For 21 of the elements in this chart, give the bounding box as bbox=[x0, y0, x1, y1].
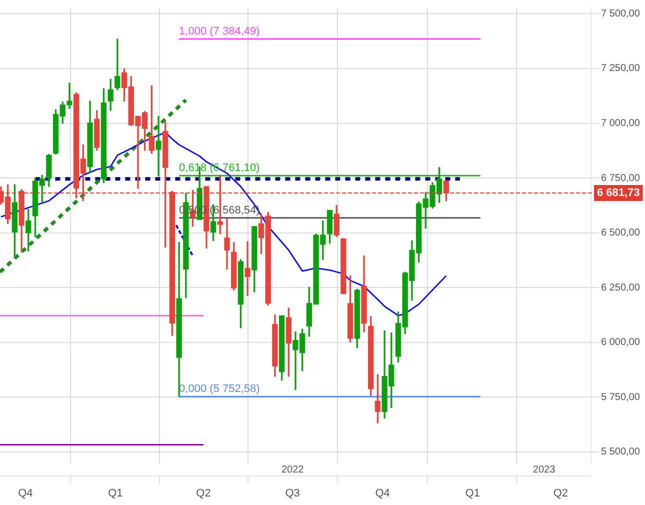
x-tick-label: Q4 bbox=[375, 487, 390, 500]
x2-tick-label: 2022 bbox=[281, 464, 304, 476]
candlestick bbox=[340, 238, 346, 294]
y-tick-label: 5 750,00 bbox=[601, 392, 640, 403]
x-tick-label: Q2 bbox=[196, 487, 211, 500]
y-tick-label: 7 000,00 bbox=[601, 118, 640, 130]
x-tick-label: Q1 bbox=[108, 487, 123, 500]
y-tick-label: 5 500,00 bbox=[601, 446, 640, 458]
y-tick-label: 6 750,00 bbox=[601, 172, 640, 184]
x-tick-label: Q4 bbox=[18, 487, 33, 500]
y-tick-label: 6 000,00 bbox=[601, 337, 640, 348]
y-tick-label: 6 250,00 bbox=[601, 282, 640, 294]
x-tick-label: Q1 bbox=[465, 487, 480, 500]
x2-tick-label: 2023 bbox=[532, 464, 556, 476]
x-tick-label: Q2 bbox=[553, 487, 568, 500]
y-tick-label: 7 500,00 bbox=[601, 8, 640, 20]
x-tick-label: Q3 bbox=[285, 487, 300, 500]
y-tick-label: 7 250,00 bbox=[601, 63, 640, 74]
series-label: 1,000 (7 384,49) bbox=[179, 26, 260, 38]
y-tick-label: 6 500,00 bbox=[601, 228, 640, 239]
ref-line-label: 6 681,73 bbox=[597, 187, 640, 200]
